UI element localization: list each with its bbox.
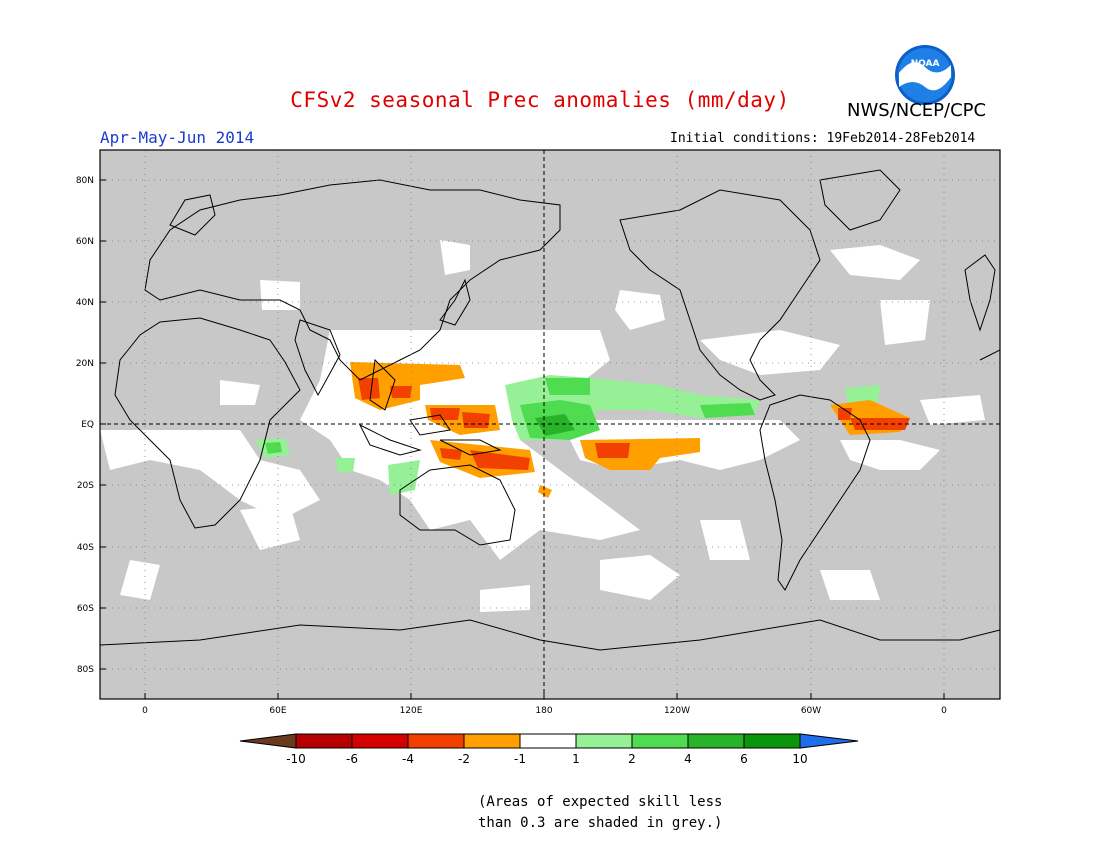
colorbar-label: 1 [572, 752, 580, 766]
lon-label: 0 [142, 706, 148, 716]
colorbar-label: 2 [628, 752, 636, 766]
colorbar-swatch [575, 733, 633, 749]
colorbar-swatch [407, 733, 465, 749]
latitude-labels: 80N 60N 40N 20N EQ 20S 40S 60S 80S [76, 176, 94, 675]
lat-label: 80N [76, 176, 94, 186]
map-gridlines [100, 150, 1000, 699]
skill-note-line: than 0.3 are shaded in grey.) [478, 815, 723, 831]
lat-label: 60N [76, 237, 94, 247]
colorbar [239, 733, 859, 749]
colorbar-arrow-left [239, 733, 297, 749]
colorbar-label: 6 [740, 752, 748, 766]
axis-ticks [100, 179, 945, 699]
lon-label: 180 [535, 706, 552, 716]
colorbar-label: -10 [286, 752, 306, 766]
colorbar-label: -6 [346, 752, 358, 766]
map-title: CFSv2 seasonal Prec anomalies (mm/day) [290, 88, 790, 112]
lat-label: 20N [76, 359, 94, 369]
colorbar-swatch [295, 733, 353, 749]
equator-dateline [100, 150, 1000, 699]
colorbar-label: 4 [684, 752, 692, 766]
lat-label: 80S [77, 665, 94, 675]
lat-label: EQ [81, 420, 94, 430]
season-label: Apr-May-Jun 2014 [100, 128, 255, 147]
lon-label: 120W [664, 706, 690, 716]
colorbar-swatch [687, 733, 745, 749]
agency-label: NWS/NCEP/CPC [847, 100, 987, 121]
lon-label: 60E [269, 706, 286, 716]
wet-anomaly-strong [535, 414, 575, 436]
colorbar-swatch [743, 733, 801, 749]
colorbar-label: -1 [514, 752, 526, 766]
lat-label: 40N [76, 298, 94, 308]
colorbar-label: 10 [792, 752, 807, 766]
lon-label: 0 [941, 706, 947, 716]
lat-label: 20S [77, 481, 94, 491]
skill-note: (Areas of expected skill less than 0.3 a… [478, 792, 722, 834]
colorbar-swatch [351, 733, 409, 749]
skill-note-line: (Areas of expected skill less [478, 794, 723, 810]
lon-label: 120E [400, 706, 423, 716]
lon-label: 60W [801, 706, 821, 716]
colorbar-swatch [631, 733, 689, 749]
longitude-labels: 0 60E 120E 180 120W 60W 0 [142, 706, 947, 716]
noaa-logo: NOAA [895, 45, 955, 105]
colorbar-labels: -10 -6 -4 -2 -1 1 2 4 6 10 [286, 752, 807, 766]
colorbar-label: -2 [458, 752, 470, 766]
coastlines [100, 169, 1000, 651]
colorbar-label: -4 [402, 752, 414, 766]
lat-label: 40S [77, 543, 94, 553]
noaa-logo-text: NOAA [911, 59, 940, 69]
initial-conditions-label: Initial conditions: 19Feb2014-28Feb2014 [670, 131, 976, 146]
colorbar-swatch [463, 733, 521, 749]
dry-anomaly-medium [358, 378, 910, 470]
lat-label: 60S [77, 604, 94, 614]
colorbar-swatch [519, 733, 577, 749]
colorbar-arrow-right [799, 733, 859, 749]
